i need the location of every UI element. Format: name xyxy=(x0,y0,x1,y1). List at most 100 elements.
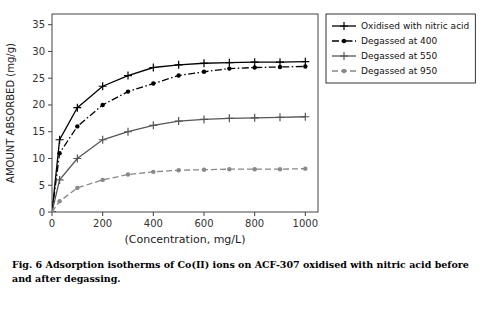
point xyxy=(100,178,104,182)
series xyxy=(52,58,309,212)
point xyxy=(303,166,307,170)
x-tick xyxy=(254,212,255,216)
point xyxy=(73,104,81,112)
point xyxy=(251,114,259,122)
legend-item: Degassed at 950 xyxy=(332,66,438,76)
point xyxy=(251,58,259,66)
x-tick-label: 600 xyxy=(194,218,213,229)
point xyxy=(124,128,132,136)
point xyxy=(100,103,104,107)
x-tick-label: 200 xyxy=(93,218,112,229)
y-axis-label: AMOUNT ABSORBED (mg/g) xyxy=(5,43,16,183)
y-tick-label: 15 xyxy=(32,126,45,137)
point xyxy=(202,168,206,172)
point xyxy=(73,154,81,162)
point xyxy=(303,64,307,68)
axes: 0200400600800100005101520253035 xyxy=(32,19,318,229)
point xyxy=(99,136,107,144)
legend-label: Degassed at 400 xyxy=(361,36,438,46)
x-tick xyxy=(153,212,154,216)
point xyxy=(75,124,79,128)
chart: 0200400600800100005101520253035(Concentr… xyxy=(0,0,496,329)
y-tick-label: 10 xyxy=(32,153,45,164)
legend-marker xyxy=(340,52,348,60)
point xyxy=(175,61,183,69)
y-tick xyxy=(48,104,52,105)
caption: Fig. 6 Adsorption isotherms of Co(II) io… xyxy=(12,259,469,284)
point xyxy=(200,115,208,123)
legend-item: Degassed at 400 xyxy=(332,36,438,46)
series xyxy=(52,113,309,212)
x-tick-label: 400 xyxy=(144,218,163,229)
point xyxy=(56,136,64,144)
point xyxy=(202,70,206,74)
point xyxy=(56,176,64,184)
x-tick-label: 800 xyxy=(245,218,264,229)
legend: Oxidised with nitric acid Degassed at 400… xyxy=(326,14,475,83)
y-tick xyxy=(48,78,52,79)
point xyxy=(151,81,155,85)
y-tick-label: 25 xyxy=(32,73,45,84)
x-tick-label: 1000 xyxy=(293,218,318,229)
x-tick-label: 0 xyxy=(49,218,55,229)
point xyxy=(225,114,233,122)
legend-marker xyxy=(340,22,348,30)
x-tick xyxy=(305,212,306,216)
y-tick-label: 35 xyxy=(32,19,45,30)
series-line xyxy=(52,117,305,212)
y-tick xyxy=(48,51,52,52)
point xyxy=(75,186,79,190)
legend-label: Oxidised with nitric acid xyxy=(361,21,469,31)
point xyxy=(149,64,157,72)
point xyxy=(252,65,256,69)
x-tick xyxy=(52,212,53,216)
y-tick xyxy=(48,185,52,186)
plot-frame xyxy=(52,14,318,212)
point xyxy=(149,121,157,129)
point xyxy=(57,151,61,155)
legend-label: Degassed at 550 xyxy=(361,51,438,61)
x-axis-label: (Concentration, mg/L) xyxy=(125,233,246,246)
point xyxy=(126,172,130,176)
caption-line: Fig. 6 Adsorption isotherms of Co(II) io… xyxy=(12,259,469,270)
point xyxy=(57,199,61,203)
legend-item: Oxidised with nitric acid xyxy=(332,21,469,31)
legend-marker xyxy=(342,39,346,43)
x-tick xyxy=(204,212,205,216)
legend-marker xyxy=(342,69,346,73)
point xyxy=(252,167,256,171)
legend-label: Degassed at 950 xyxy=(361,66,438,76)
y-tick-label: 30 xyxy=(32,46,45,57)
point xyxy=(175,117,183,125)
y-tick xyxy=(48,131,52,132)
point xyxy=(176,73,180,77)
legend-item: Degassed at 550 xyxy=(332,51,438,61)
point xyxy=(276,113,284,121)
y-tick xyxy=(48,212,52,213)
y-tick-label: 5 xyxy=(39,180,45,191)
x-tick xyxy=(102,212,103,216)
caption-line: and after degassing. xyxy=(12,273,121,284)
y-tick xyxy=(48,158,52,159)
series xyxy=(52,166,308,212)
point xyxy=(176,168,180,172)
point xyxy=(301,113,309,121)
series-line xyxy=(52,62,305,212)
point xyxy=(225,59,233,67)
plot-area xyxy=(52,58,309,212)
point xyxy=(99,82,107,90)
point xyxy=(278,167,282,171)
point xyxy=(278,65,282,69)
y-tick-label: 20 xyxy=(32,99,45,110)
point xyxy=(227,167,231,171)
point xyxy=(227,66,231,70)
series xyxy=(52,64,308,212)
point xyxy=(151,170,155,174)
point xyxy=(200,59,208,67)
point xyxy=(124,72,132,80)
legend-frame xyxy=(326,14,475,83)
series-line xyxy=(52,169,305,212)
point xyxy=(126,89,130,93)
y-tick xyxy=(48,24,52,25)
point xyxy=(52,210,54,212)
